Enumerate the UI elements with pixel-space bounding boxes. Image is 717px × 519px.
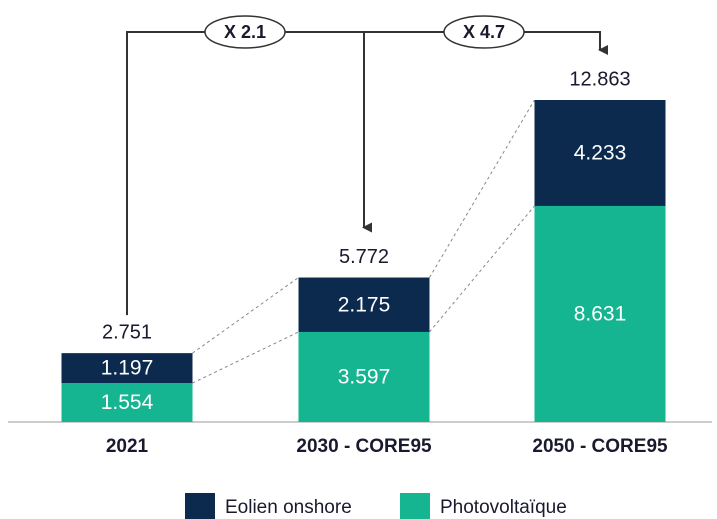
segment-label: 3.597	[338, 366, 391, 389]
bar-segment	[534, 205, 666, 422]
annotation: X 4.7	[463, 22, 505, 42]
legend-swatch	[185, 493, 215, 519]
annotation: X 2.1	[224, 22, 266, 42]
connector	[192, 331, 299, 384]
segment-label: 4.233	[574, 142, 627, 165]
connector	[429, 99, 535, 278]
x-tick-label: 2050 - CORE95	[532, 436, 668, 457]
segment-label: 1.554	[101, 391, 154, 414]
connector	[192, 277, 299, 354]
annotation-bubble	[443, 15, 525, 49]
bar-segment	[61, 353, 193, 384]
total-label: 2.751	[102, 321, 152, 343]
x-tick-label: 2021	[106, 436, 149, 457]
legend-label: Eolien onshore	[225, 497, 352, 518]
segment-label: 2.175	[338, 293, 391, 316]
connector	[429, 205, 535, 333]
segment-label: 8.631	[574, 303, 627, 326]
segment-label: 1.197	[101, 357, 154, 380]
annotation-bubble	[204, 15, 286, 49]
bar-segment	[298, 331, 430, 422]
bar-segment	[298, 277, 430, 332]
total-label: 5.772	[339, 246, 389, 268]
bar-segment	[534, 100, 666, 206]
bar-segment	[61, 383, 193, 422]
x-tick-label: 2030 - CORE95	[296, 436, 432, 457]
legend-swatch	[400, 493, 430, 519]
total-label: 12.863	[569, 68, 630, 90]
legend-label: Photovoltaïque	[440, 497, 567, 518]
